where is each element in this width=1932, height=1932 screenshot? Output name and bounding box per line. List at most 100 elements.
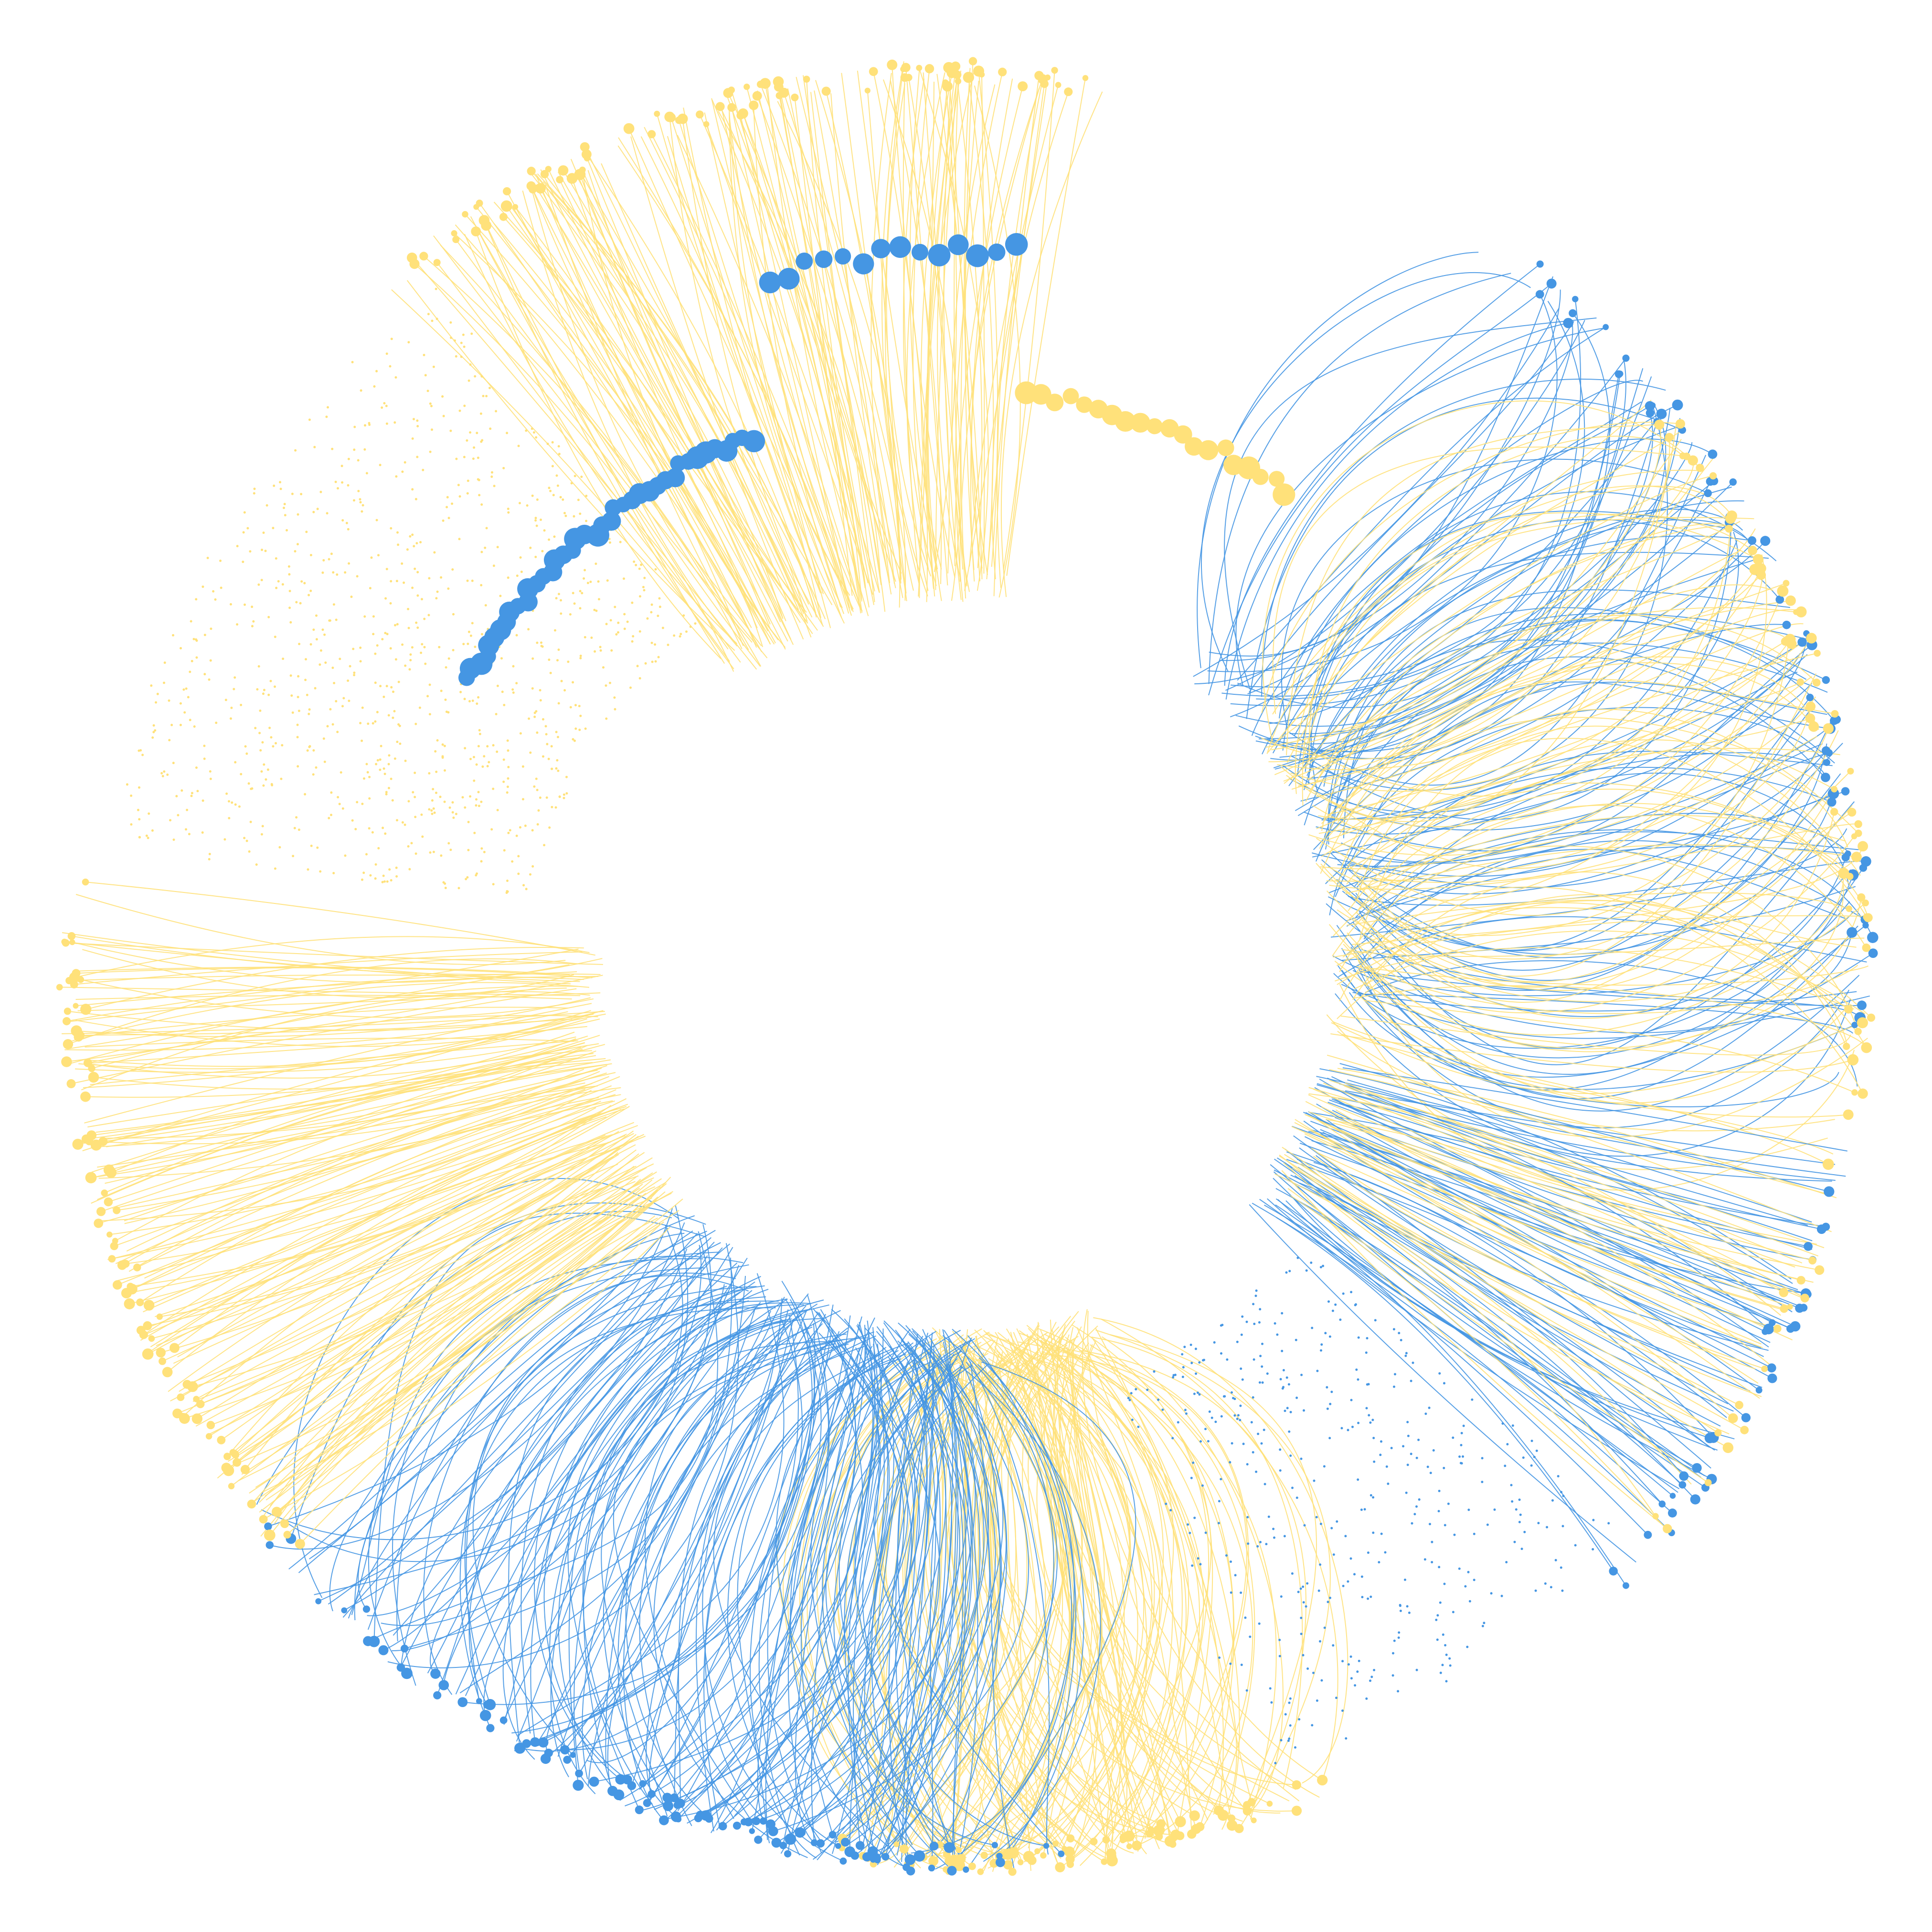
left-yellow-fan-curve xyxy=(103,1044,605,1142)
upper-left-yellow-cloud-point xyxy=(406,548,409,551)
upper-left-yellow-cloud-point xyxy=(657,656,660,658)
top-yellow-fan-curve xyxy=(746,86,862,600)
upper-left-yellow-cloud-point xyxy=(623,613,626,616)
lower-right-blue-cloud-point xyxy=(1279,1448,1282,1451)
lower-right-blue-cloud-point xyxy=(1291,1486,1294,1489)
right-yellow-fan-curve xyxy=(1336,900,1872,1018)
lower-right-blue-cloud-point xyxy=(1443,1466,1445,1469)
left-yellow-fan-curve xyxy=(112,1100,613,1210)
bottom-yellow-loops-curve xyxy=(975,1323,1115,1834)
bottom-blue-loops-curve xyxy=(697,1332,905,1817)
upper-left-yellow-cloud-point xyxy=(506,791,509,794)
lower-right-blue-cloud-point xyxy=(1315,1516,1318,1518)
bottom-blue-loops-curve xyxy=(667,1311,881,1819)
right-blue-fan-curve xyxy=(1333,613,1810,824)
upper-left-yellow-cloud-point xyxy=(362,871,365,874)
right-yellow-fan-curve xyxy=(1261,422,1681,713)
lower-right-blue-cloud-point xyxy=(1361,1596,1364,1599)
right-blue-fan-end-node xyxy=(1708,449,1718,459)
upper-left-yellow-cloud-point xyxy=(597,580,600,583)
left-yellow-fan-curve xyxy=(75,966,570,976)
bottom-yellow-loops-end-node xyxy=(1191,1824,1201,1834)
lower-right-blue-cloud-point xyxy=(1374,1319,1377,1322)
upper-left-yellow-cloud-point xyxy=(388,754,391,757)
right-yellow-fan-end-node xyxy=(1862,899,1869,907)
top-yellow-fan-curve xyxy=(884,69,914,591)
upper-left-yellow-cloud-point xyxy=(396,741,399,743)
upper-left-yellow-cloud-point xyxy=(447,587,450,590)
upper-left-yellow-cloud-point xyxy=(517,872,520,875)
upper-left-yellow-cloud-point xyxy=(489,427,492,430)
upper-left-yellow-cloud-point xyxy=(246,527,249,530)
right-yellow-fan-end-node xyxy=(1665,433,1674,442)
left-yellow-fan-curve xyxy=(75,894,566,966)
top-yellow-fan-end-node xyxy=(905,74,913,82)
upper-left-yellow-cloud-point xyxy=(481,633,483,636)
upper-left-yellow-cloud-point xyxy=(179,702,182,705)
top-right-yellow-dots-node xyxy=(1268,471,1285,487)
bottom-blue-loops-end-node xyxy=(835,1843,841,1849)
right-blue-fan-end-node xyxy=(1649,402,1656,409)
upper-left-yellow-cloud-point xyxy=(401,562,403,565)
upper-left-yellow-cloud-point xyxy=(266,768,269,771)
upper-left-yellow-cloud-point xyxy=(524,824,527,827)
upper-left-yellow-cloud-point xyxy=(195,656,198,659)
upper-left-yellow-cloud-point xyxy=(155,701,157,704)
bottom-blue-loops-end-node xyxy=(810,1839,818,1847)
lower-right-blue-cloud-point xyxy=(1368,1414,1370,1417)
upper-left-yellow-cloud-point xyxy=(548,658,551,661)
bottom-yellow-loops-end-node xyxy=(1066,1834,1075,1843)
upper-left-yellow-cloud-point xyxy=(506,880,509,882)
upper-left-yellow-cloud-point xyxy=(475,763,478,766)
upper-left-yellow-cloud-point xyxy=(435,318,438,320)
bottom-blue-loops-end-node xyxy=(639,1780,647,1787)
left-yellow-fan-curve xyxy=(132,1089,616,1290)
upper-left-yellow-cloud-point xyxy=(434,750,437,753)
upper-left-yellow-cloud-point xyxy=(297,710,300,712)
upper-left-yellow-cloud-point xyxy=(682,614,685,617)
left-yellow-fan-curve xyxy=(107,1114,596,1260)
upper-left-yellow-cloud-point xyxy=(579,607,582,610)
upper-left-yellow-cloud-point xyxy=(570,482,573,485)
bottom-blue-loops-end-node xyxy=(669,1793,679,1803)
lower-right-yellow-fan-curve xyxy=(1323,1083,1795,1268)
upper-left-yellow-cloud-point xyxy=(429,402,432,405)
bottom-yellow-loops-end-node xyxy=(1090,1837,1098,1846)
lower-right-blue-cloud-point xyxy=(1316,1369,1319,1372)
top-yellow-fan-end-node xyxy=(1018,81,1028,92)
top-right-yellow-dots-node xyxy=(1252,468,1269,485)
lower-right-blue-fan-curve xyxy=(1303,1112,1808,1295)
right-yellow-fan-end-node xyxy=(1867,1013,1876,1022)
upper-left-yellow-cloud-point xyxy=(506,739,509,742)
left-yellow-fan-end-node xyxy=(177,1393,185,1401)
upper-left-yellow-cloud-point xyxy=(490,828,493,831)
lower-right-blue-cloud-point xyxy=(1237,1414,1240,1417)
upper-left-yellow-cloud-point xyxy=(426,390,429,393)
upper-left-yellow-cloud-point xyxy=(363,615,366,618)
right-blue-fan-curve xyxy=(1237,327,1606,681)
lower-right-blue-cloud-point xyxy=(1274,1322,1276,1325)
lower-right-blue-cloud-point xyxy=(1506,1443,1509,1445)
upper-left-yellow-cloud-point xyxy=(375,763,378,765)
upper-left-yellow-cloud-point xyxy=(590,637,593,639)
bottom-blue-loops-curve xyxy=(817,1325,1007,1860)
bottom-blue-loops-curve xyxy=(952,1328,1084,1857)
right-blue-fan-end-node xyxy=(1645,409,1655,417)
upper-left-yellow-cloud-point xyxy=(328,558,330,561)
left-yellow-fan-end-node xyxy=(169,1343,180,1353)
upper-left-yellow-cloud-point xyxy=(245,752,248,755)
right-blue-fan-end-node xyxy=(1569,309,1577,318)
upper-left-yellow-cloud-point xyxy=(361,510,363,513)
bottom-left-blue-loops-curve xyxy=(344,1255,708,1611)
upper-left-yellow-cloud-point xyxy=(353,425,356,428)
lower-right-blue-fan-curve xyxy=(1331,1076,1832,1182)
upper-left-yellow-cloud-point xyxy=(269,679,272,682)
lower-right-blue-fan-curve xyxy=(1308,1111,1773,1379)
lower-right-yellow-fan-curve xyxy=(1314,1117,1778,1329)
lower-right-blue-fan-curve xyxy=(1303,1120,1762,1348)
top-yellow-fan-end-node xyxy=(675,116,683,124)
upper-left-yellow-cloud-point xyxy=(284,514,287,517)
upper-left-yellow-cloud-point xyxy=(387,763,390,765)
top-yellow-fan-curve xyxy=(1006,78,1086,576)
bottom-left-blue-loops-curve xyxy=(348,1242,721,1619)
